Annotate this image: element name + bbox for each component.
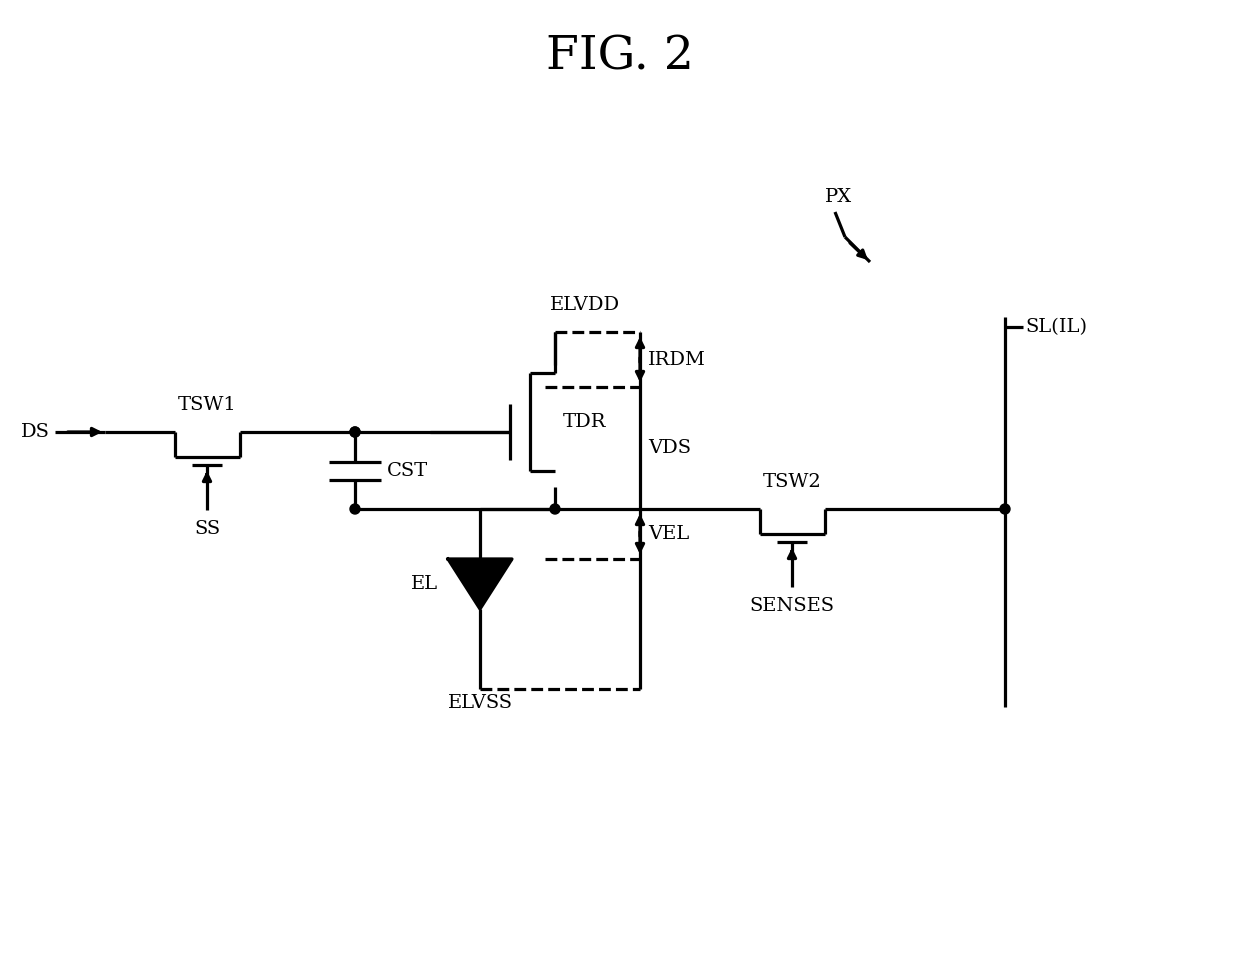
Text: EL: EL xyxy=(410,575,438,593)
Text: SL(IL): SL(IL) xyxy=(1025,318,1087,336)
Circle shape xyxy=(350,427,360,437)
Circle shape xyxy=(551,504,560,514)
Text: PX: PX xyxy=(825,188,852,206)
Text: CST: CST xyxy=(387,462,428,480)
Circle shape xyxy=(350,427,360,437)
Text: ELVDD: ELVDD xyxy=(551,296,620,314)
Text: IRDM: IRDM xyxy=(649,351,706,369)
Text: FIG. 2: FIG. 2 xyxy=(546,34,694,80)
Text: ELVSS: ELVSS xyxy=(448,694,512,712)
Text: SENSES: SENSES xyxy=(749,597,835,615)
Circle shape xyxy=(999,504,1011,514)
Text: TSW2: TSW2 xyxy=(763,473,821,491)
Text: TDR: TDR xyxy=(563,413,606,431)
Text: VDS: VDS xyxy=(649,439,691,457)
Text: SS: SS xyxy=(193,520,219,538)
Text: VEL: VEL xyxy=(649,525,689,543)
Polygon shape xyxy=(448,559,512,609)
Text: TSW1: TSW1 xyxy=(177,396,237,414)
Text: DS: DS xyxy=(21,423,50,441)
Circle shape xyxy=(350,504,360,514)
